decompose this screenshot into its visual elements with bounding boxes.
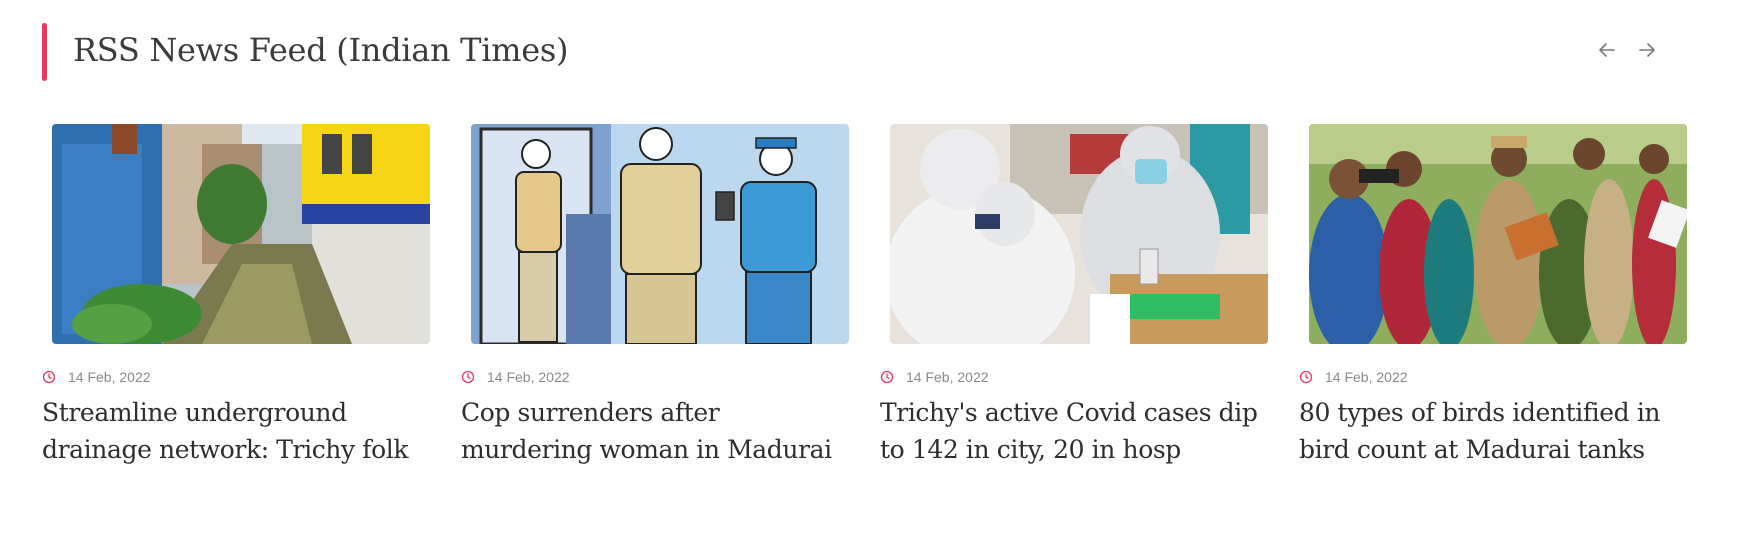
accent-bar	[42, 23, 47, 81]
article-headline[interactable]: Trichy's active Covid cases dip to 142 i…	[880, 398, 1258, 464]
article-date: 14 Feb, 2022	[1325, 369, 1408, 385]
article-thumbnail[interactable]	[52, 124, 430, 344]
article-thumbnail[interactable]	[471, 124, 849, 344]
article-date: 14 Feb, 2022	[906, 369, 989, 385]
article-headline[interactable]: 80 types of birds identified in bird cou…	[1299, 398, 1661, 464]
next-button[interactable]	[1632, 35, 1662, 65]
bird-watchers-photo	[1309, 124, 1687, 344]
article-thumbnail[interactable]	[890, 124, 1268, 344]
news-card[interactable]: 14 Feb, 2022 Cop surrenders after murder…	[461, 124, 861, 484]
arrow-left-icon	[1599, 43, 1615, 57]
clock-icon	[461, 370, 475, 384]
section-title: RSS News Feed (Indian Times)	[73, 31, 569, 69]
article-date: 14 Feb, 2022	[68, 369, 151, 385]
article-thumbnail[interactable]	[1309, 124, 1687, 344]
clock-icon	[880, 370, 894, 384]
covid-health-workers-photo	[890, 124, 1268, 344]
news-card[interactable]: 14 Feb, 2022 80 types of birds identifie…	[1299, 124, 1699, 484]
clock-icon	[1299, 370, 1313, 384]
news-card[interactable]: 14 Feb, 2022 Streamline underground drai…	[42, 124, 442, 484]
article-meta: 14 Feb, 2022	[42, 367, 151, 387]
clock-icon	[42, 370, 56, 384]
drainage-canal-photo	[52, 124, 430, 344]
prev-button[interactable]	[1592, 35, 1622, 65]
article-meta: 14 Feb, 2022	[880, 367, 989, 387]
article-headline[interactable]: Cop surrenders after murdering woman in …	[461, 398, 832, 464]
article-meta: 14 Feb, 2022	[461, 367, 570, 387]
arrow-right-icon	[1639, 43, 1655, 57]
news-card[interactable]: 14 Feb, 2022 Trichy's active Covid cases…	[880, 124, 1280, 484]
article-date: 14 Feb, 2022	[487, 369, 570, 385]
article-headline[interactable]: Streamline underground drainage network:…	[42, 398, 409, 464]
police-illustration	[471, 124, 849, 344]
section-header: RSS News Feed (Indian Times)	[42, 23, 1672, 81]
article-meta: 14 Feb, 2022	[1299, 367, 1408, 387]
